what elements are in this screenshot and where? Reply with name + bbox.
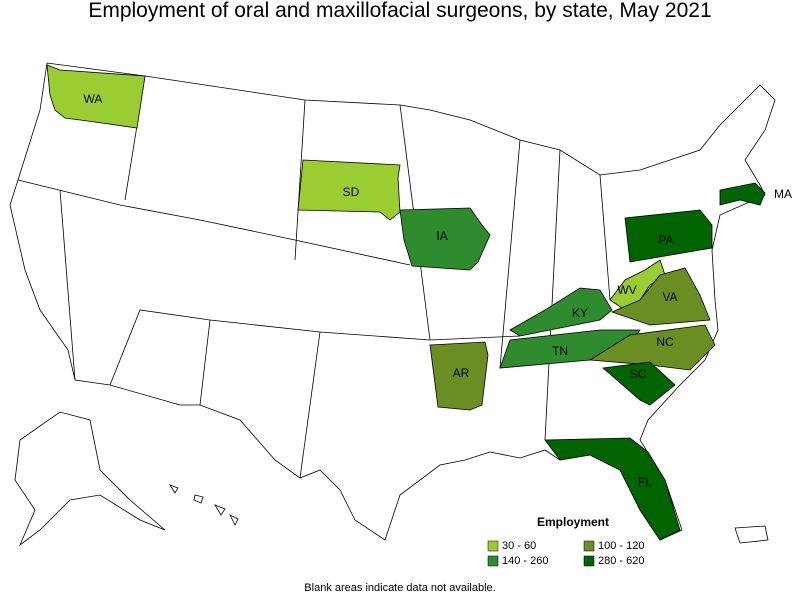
state-label: VA bbox=[662, 290, 677, 304]
legend-label: 30 - 60 bbox=[502, 540, 536, 552]
note: Blank areas indicate data not available. bbox=[304, 582, 495, 594]
territories bbox=[14, 411, 769, 547]
state-label: WA bbox=[84, 92, 103, 106]
state-label: AR bbox=[453, 366, 470, 380]
legend-title: Employment bbox=[537, 515, 609, 529]
state bbox=[46, 64, 146, 129]
state-label: NC bbox=[656, 335, 674, 349]
state bbox=[509, 287, 613, 337]
state bbox=[602, 361, 676, 406]
state-label: TN bbox=[552, 344, 568, 358]
state-label: PA bbox=[658, 233, 673, 247]
state bbox=[624, 209, 713, 263]
state-label: MA bbox=[774, 187, 792, 201]
legend-label: 280 - 620 bbox=[598, 555, 644, 567]
state bbox=[429, 341, 489, 411]
state-label: FL bbox=[638, 475, 652, 489]
legend-swatch bbox=[487, 540, 499, 552]
legend-swatch bbox=[583, 540, 595, 552]
state-label: SD bbox=[343, 185, 360, 199]
legend-label: 100 - 120 bbox=[598, 540, 644, 552]
legend-swatch bbox=[487, 555, 499, 567]
state-label: SC bbox=[630, 367, 647, 381]
state-label: IA bbox=[436, 229, 447, 243]
data-states: WA SD WV IA KY TN AR VA NC PA MA SC FL bbox=[46, 64, 792, 541]
legend-label: 140 - 260 bbox=[502, 555, 548, 567]
state bbox=[610, 267, 711, 326]
state-label: WV bbox=[617, 283, 636, 297]
state bbox=[399, 207, 491, 271]
legend: Employment 30 - 60 100 - 120 140 - 260 280 … bbox=[487, 515, 644, 567]
legend-swatch bbox=[583, 555, 595, 567]
title: Employment of oral and maxillofacial sur… bbox=[88, 0, 711, 22]
state bbox=[719, 182, 766, 206]
state bbox=[544, 437, 681, 541]
state bbox=[297, 159, 401, 221]
state-label: KY bbox=[572, 306, 588, 320]
